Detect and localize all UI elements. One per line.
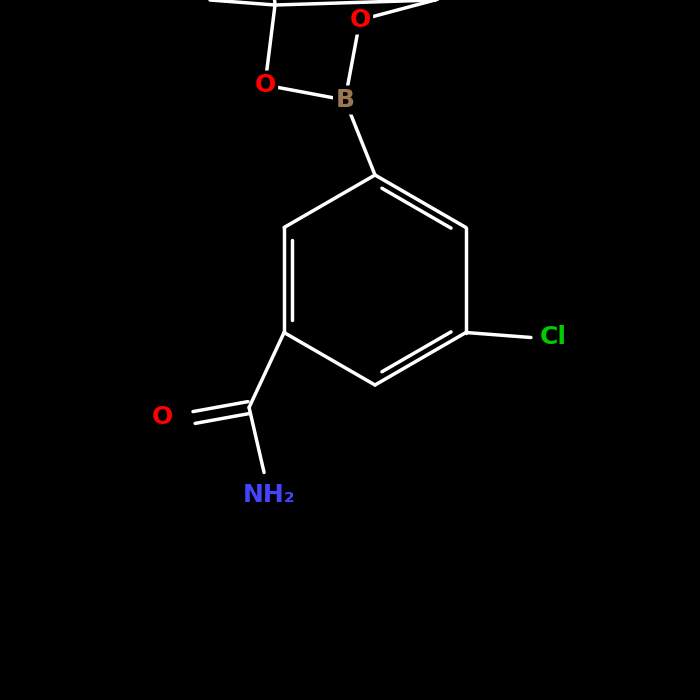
Text: NH₂: NH₂ [243,482,295,507]
Text: Cl: Cl [540,326,566,349]
Text: O: O [349,8,370,32]
Text: O: O [254,73,276,97]
Text: O: O [151,405,173,430]
Text: B: B [335,88,354,112]
